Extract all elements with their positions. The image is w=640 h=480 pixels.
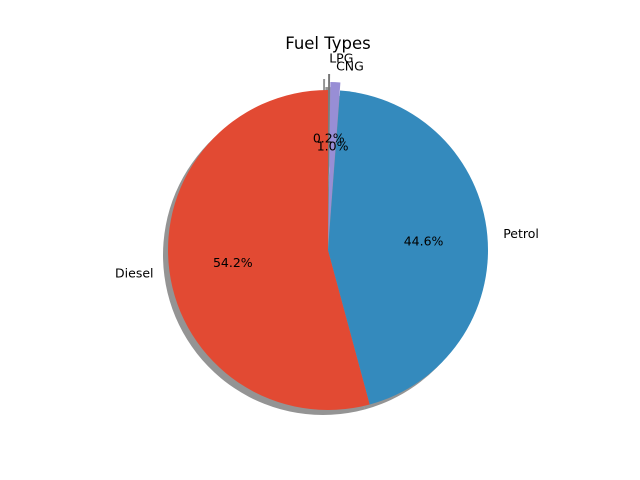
pie-slices	[168, 74, 489, 410]
label-diesel: Diesel	[115, 266, 153, 281]
slice-cng	[328, 82, 341, 243]
label-petrol: Petrol	[503, 226, 539, 241]
label-cng: CNG	[336, 59, 364, 74]
label-lpg: LPG	[329, 51, 353, 66]
pct-lpg: 0.2%	[313, 131, 345, 146]
pct-cng: 1.0%	[317, 139, 349, 154]
pct-diesel: 54.2%	[213, 255, 253, 270]
pie-labels: Diesel 54.2% Petrol 44.6% CNG 1.0% LPG 0.2%	[115, 51, 539, 281]
pct-petrol: 44.6%	[404, 233, 444, 248]
slice-diesel	[168, 90, 370, 410]
slice-petrol	[328, 90, 489, 405]
chart-title: Fuel Types	[285, 34, 371, 53]
slice-lpg	[328, 74, 331, 235]
